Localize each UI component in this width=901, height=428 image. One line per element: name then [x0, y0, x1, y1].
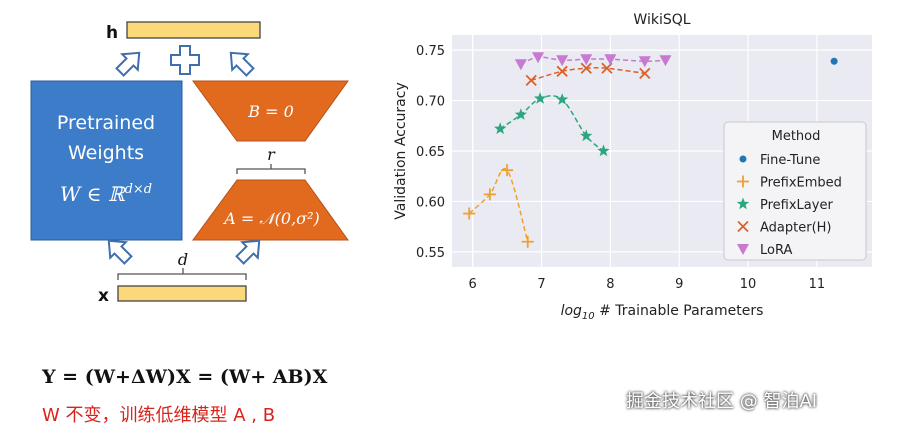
prefixlayer-point — [533, 92, 547, 104]
lora-point — [580, 54, 593, 66]
lora-note: W 不变，训练低维模型 A , B — [42, 405, 276, 426]
x-tick-label: 8 — [606, 277, 614, 292]
legend: Method Fine-Tune PrefixEmbed PrefixLayer Ad… — [723, 121, 867, 261]
legend-fine-tune-marker — [739, 155, 747, 163]
r-brace — [236, 164, 306, 174]
lora-point — [604, 54, 617, 66]
y-tick-label: 0.75 — [416, 44, 445, 59]
prefixembed-curve — [468, 167, 529, 242]
tick-labels: 6 7 8 9 10 11 0.55 0.60 0.65 0.70 0.75 — [416, 44, 825, 292]
arrow-up-left-icon — [115, 51, 141, 77]
legend-title: Method — [772, 129, 821, 144]
lora-point — [556, 55, 569, 67]
d-label: d — [178, 250, 188, 269]
adapter-h-point — [639, 67, 651, 79]
arrow-up-left-lower-icon — [107, 239, 133, 265]
lora-diagram: h Pretrained Weights W ∈ ℝd×d B = 0 r A … — [30, 21, 349, 306]
y-tick-label: 0.55 — [416, 246, 445, 261]
legend-adapter-h-label: Adapter(H) — [760, 221, 832, 236]
plus-icon — [170, 45, 200, 75]
y-axis-label: Validation Accuracy — [393, 82, 409, 220]
prefixlayer-point — [494, 122, 507, 135]
fine-tune-point — [830, 57, 838, 65]
prefixlayer-point — [556, 93, 569, 105]
prefixembed-point — [501, 164, 514, 177]
y-tick-label: 0.60 — [416, 195, 445, 210]
adapter-h-point — [556, 65, 568, 77]
legend-prefixembed-label: PrefixEmbed — [760, 176, 842, 191]
legend-lora-marker — [737, 244, 749, 255]
wikisql-chart: WikiSQL 6 7 8 9 10 11 0.55 0.60 0.65 0.70 0.75 Val… — [393, 12, 872, 322]
y-tick-label: 0.65 — [416, 145, 445, 160]
pretrained-label: Pretrained — [57, 112, 155, 134]
prefixlayer-point — [514, 108, 527, 120]
lora-point — [532, 52, 545, 64]
prefixembed-point — [483, 188, 496, 201]
x-tick-label: 6 — [469, 277, 477, 292]
pretrained-weights-block — [30, 80, 183, 241]
x-tick-label: 7 — [537, 277, 545, 292]
prefixlayer-point — [580, 129, 593, 142]
adapter-h-point — [580, 62, 592, 74]
legend-lora-label: LoRA — [760, 243, 792, 258]
r-label: r — [267, 145, 276, 164]
legend-prefixlayer-label: PrefixLayer — [760, 198, 833, 213]
weights-math: W ∈ ℝd×d — [60, 182, 152, 206]
x-axis-label: log10 # Trainable Parameters — [561, 303, 764, 322]
legend-prefixlayer-marker — [736, 197, 750, 210]
arrow-up-right-icon — [229, 51, 255, 77]
chart-title: WikiSQL — [633, 12, 690, 28]
adapter-h-point — [525, 74, 537, 87]
x-tick-label: 10 — [740, 277, 757, 292]
x-tick-label: 11 — [809, 277, 826, 292]
matrix-a-block — [192, 179, 349, 241]
legend-adapter-h-marker — [737, 220, 749, 233]
x-tick-label: 9 — [675, 277, 683, 292]
arrow-up-right-lower-icon — [235, 239, 261, 265]
legend-prefixembed-marker — [737, 175, 749, 188]
prefixembed-point — [463, 207, 476, 220]
legend-fine-tune-label: Fine-Tune — [760, 153, 820, 168]
lora-point — [514, 59, 527, 71]
matrix-b-block — [192, 80, 349, 142]
prefixembed-point — [521, 235, 534, 248]
legend-box — [723, 121, 867, 261]
y-tick-label: 0.70 — [416, 95, 445, 110]
matrix-a-label: A = 𝒩(0,σ²) — [222, 209, 320, 228]
x-input-bar — [117, 285, 247, 302]
watermark-text: 掘金技术社区 @ 智泊AI — [626, 391, 818, 412]
prefixlayer-point — [597, 144, 610, 157]
d-brace — [117, 268, 247, 280]
h-label: h — [106, 23, 118, 43]
lora-point — [638, 56, 651, 68]
weights-label: Weights — [68, 142, 144, 164]
x-label: x — [98, 286, 109, 306]
lora-point — [659, 55, 672, 67]
lora-formula: Y = (W+ΔW)X = (W+ AB)X — [42, 366, 328, 388]
matrix-b-label: B = 0 — [247, 102, 294, 121]
h-output-bar — [126, 21, 261, 39]
data-markers — [463, 52, 838, 248]
